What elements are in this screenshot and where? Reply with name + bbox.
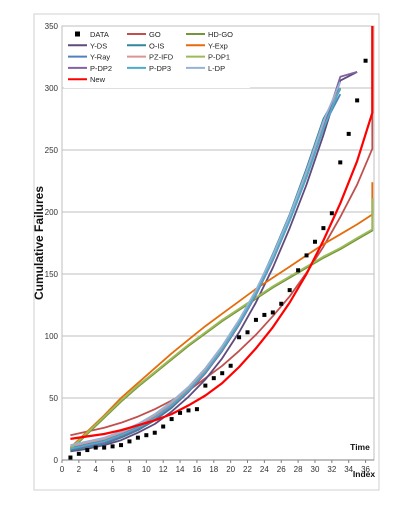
y-tick-label: 250 <box>45 146 59 155</box>
data-point <box>321 226 326 231</box>
x-tick-label: 10 <box>142 465 151 474</box>
data-point <box>253 317 258 322</box>
data-point <box>186 408 191 413</box>
data-point <box>169 417 174 422</box>
series-line-p-dp1 <box>69 198 374 450</box>
y-tick-label: 50 <box>49 394 58 403</box>
data-point <box>203 383 208 388</box>
y-axis-title: Cumulative Failures <box>32 186 46 300</box>
legend-label-l-dp: L-DP <box>208 64 225 73</box>
x-tick-label: 22 <box>243 465 252 474</box>
data-point <box>68 455 73 460</box>
y-tick-label: 150 <box>45 270 59 279</box>
data-point <box>262 312 267 317</box>
y-tick-label: 300 <box>45 84 59 93</box>
legend-label-data: DATA <box>90 30 109 39</box>
x-axis-title-line2: Index <box>353 469 375 479</box>
model-curves <box>69 26 374 453</box>
x-tick-label: 26 <box>277 465 286 474</box>
data-point <box>279 301 284 306</box>
data-point <box>228 363 233 368</box>
x-tick-label: 36 <box>361 465 370 474</box>
data-point <box>363 58 368 63</box>
x-tick-label: 12 <box>159 465 168 474</box>
series-line-new <box>70 26 374 440</box>
chart-border <box>33 13 380 491</box>
x-tick-label: 16 <box>192 465 201 474</box>
data-point <box>312 239 317 244</box>
data-point <box>211 376 216 381</box>
legend-label-o-is: O-IS <box>149 41 164 50</box>
y-tick-label: 100 <box>45 332 59 341</box>
x-tick-label: 32 <box>327 465 336 474</box>
data-point <box>296 268 301 273</box>
legend-box <box>64 27 250 88</box>
legend-label-go: GO <box>149 30 161 39</box>
x-tick-label: 24 <box>260 465 269 474</box>
x-tick-label: 20 <box>226 465 235 474</box>
legend-label-p-dp1: P-DP1 <box>208 53 230 62</box>
series-line-p-dp3 <box>70 87 342 450</box>
series-line-go <box>70 26 374 437</box>
data-point <box>178 410 183 415</box>
x-tick-label: 18 <box>209 465 218 474</box>
data-point <box>304 253 309 258</box>
legend: DATA GO HD-GO Y-DS O-IS Y-Exp Y-Ray PZ-IFD P-DP1… <box>64 27 250 88</box>
legend-label-hd-go: HD-GO <box>208 30 233 39</box>
data-point <box>329 211 334 216</box>
legend-label-p-dp2: P-DP2 <box>90 64 112 73</box>
data-point <box>245 330 250 335</box>
series-line-l-dp <box>70 81 342 446</box>
legend-label-y-exp: Y-Exp <box>208 41 228 50</box>
data-point <box>144 433 149 438</box>
x-tick-label: 28 <box>294 465 303 474</box>
data-point <box>110 444 115 449</box>
data-point <box>220 371 225 376</box>
y-tick-label: 350 <box>45 22 59 31</box>
x-tick-label: 4 <box>94 465 99 474</box>
data-point <box>93 445 98 450</box>
x-tick-label: 8 <box>127 465 132 474</box>
data-point <box>119 443 124 448</box>
series-line-y-ds <box>70 71 358 453</box>
x-tick-label: 6 <box>110 465 115 474</box>
data-point <box>152 430 157 435</box>
data-point <box>346 131 351 136</box>
data-point <box>161 424 166 429</box>
data-point <box>127 439 132 444</box>
data-point <box>194 407 199 412</box>
data-point <box>237 335 242 340</box>
data-point <box>102 445 107 450</box>
x-tick-label: 30 <box>311 465 320 474</box>
data-point <box>287 288 292 293</box>
data-point <box>355 98 360 103</box>
legend-label-y-ray: Y-Ray <box>90 53 110 62</box>
x-tick-label: 0 <box>60 465 65 474</box>
data-point <box>76 451 81 456</box>
y-tick-label: 200 <box>45 208 59 217</box>
legend-label-p-dp3: P-DP3 <box>149 64 171 73</box>
data-point <box>135 435 140 440</box>
x-axis-title-line1: Time <box>350 442 370 452</box>
legend-label-pz-ifd: PZ-IFD <box>149 53 174 62</box>
x-tick-label: 14 <box>176 465 185 474</box>
legend-label-y-ds: Y-DS <box>90 41 107 50</box>
data-point <box>338 160 343 165</box>
y-tick-label: 0 <box>54 456 59 465</box>
legend-label-new: New <box>90 75 106 84</box>
data-point <box>270 310 275 315</box>
data-points <box>68 58 368 460</box>
data-point <box>85 448 90 453</box>
legend-marker-data <box>75 31 80 37</box>
x-tick-label: 2 <box>77 465 82 474</box>
x-tick-label: 34 <box>344 465 353 474</box>
